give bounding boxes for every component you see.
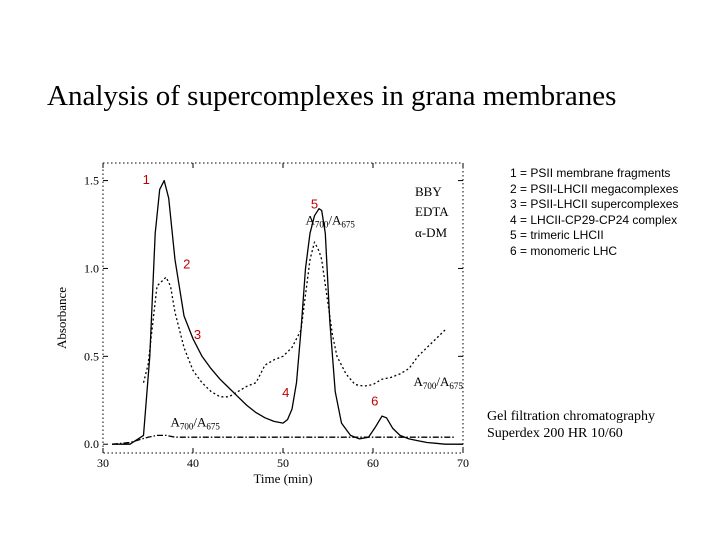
- method-line: Gel filtration chromatography: [487, 409, 655, 424]
- x-axis-label: Time (min): [253, 471, 312, 486]
- peak-labels: 1 2 3 4 5 6: [143, 172, 379, 408]
- buffer-label: EDTA: [415, 204, 449, 219]
- x-axis: 30 40 50 60 70: [97, 163, 469, 470]
- x-tick-label: 40: [187, 456, 199, 470]
- buffer-label: BBY: [415, 184, 442, 199]
- slide-title: Analysis of supercomplexes in grana memb…: [47, 80, 617, 112]
- legend-item: 4 = LHCII-CP29-CP24 complex: [510, 212, 678, 227]
- method-caption: Gel filtration chromatography Superdex 2…: [487, 408, 712, 442]
- y-tick-label: 0.0: [84, 437, 99, 451]
- legend-item: 5 = trimeric LHCII: [510, 228, 604, 243]
- y-tick-label: 0.5: [84, 349, 99, 363]
- peak-label-2: 2: [183, 256, 190, 271]
- legend-item: 3 = PSII-LHCII supercomplexes: [510, 197, 679, 212]
- legend-item: 1 = PSII membrane fragments: [510, 166, 671, 180]
- series-label: A700/A675: [306, 213, 356, 230]
- x-tick-label: 70: [457, 456, 469, 470]
- plot-frame: [102, 162, 464, 454]
- series-layer: A700/A675 A700/A675 A700/A675: [111, 179, 464, 445]
- legend-item: 6 = monomeric LHC: [510, 243, 618, 258]
- legend-item: 2 = PSII-LHCII megacomplexes: [510, 181, 679, 196]
- peak-label-4: 4: [282, 385, 289, 400]
- y-tick-label: 1.5: [84, 174, 99, 188]
- y-axis-label: Absorbance: [54, 287, 69, 349]
- x-tick-label: 30: [97, 456, 109, 470]
- peak-label-5: 5: [311, 197, 318, 212]
- buffer-labels: BBY EDTA α-DM: [415, 184, 449, 240]
- x-tick-label: 50: [277, 456, 289, 470]
- y-axis: 0.0 0.5 1.0 1.5: [84, 174, 463, 451]
- peak-legend: 1 = PSII membrane fragments 2 = PSII-LHC…: [510, 166, 716, 260]
- peak-label-6: 6: [371, 394, 378, 409]
- series-label: A700/A675: [171, 415, 221, 432]
- peak-label-3: 3: [194, 327, 201, 342]
- y-tick-label: 1.0: [84, 261, 99, 275]
- buffer-label: α-DM: [415, 225, 448, 240]
- peak-label-1: 1: [143, 172, 150, 187]
- x-tick-label: 60: [367, 456, 379, 470]
- series-line: [111, 434, 454, 445]
- series-line: [142, 241, 446, 398]
- series-line: [112, 179, 463, 445]
- method-line: Superdex 200 HR 10/60: [487, 426, 623, 441]
- series-label: A700/A675: [414, 374, 464, 391]
